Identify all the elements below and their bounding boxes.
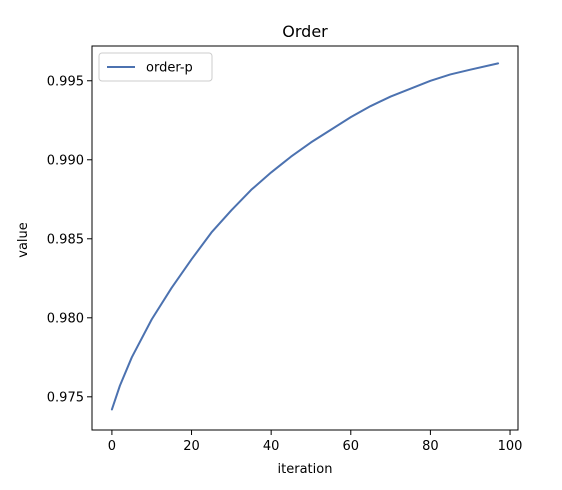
x-tick-label: 60	[343, 439, 360, 454]
series-line-order-p	[110, 62, 500, 411]
x-tick-label: 0	[108, 439, 116, 454]
y-tick-label: 0.995	[47, 74, 84, 89]
y-tick-label: 0.985	[47, 232, 84, 247]
y-axis-label: value	[16, 222, 31, 258]
x-tick-label: 100	[498, 439, 523, 454]
y-tick-label: 0.990	[47, 153, 84, 168]
x-tick-label: 40	[263, 439, 280, 454]
legend-label: order-p	[146, 61, 193, 76]
y-tick-label: 0.975	[47, 390, 84, 405]
x-tick-label: 20	[183, 439, 200, 454]
y-tick-label: 0.980	[47, 311, 84, 326]
legend-box	[98, 52, 213, 82]
legend: order-p	[98, 52, 213, 82]
x-axis-label: iteration	[278, 462, 333, 477]
plot-frame	[91, 45, 519, 431]
chart-title: Order	[282, 22, 328, 41]
x-tick-label: 80	[422, 439, 439, 454]
